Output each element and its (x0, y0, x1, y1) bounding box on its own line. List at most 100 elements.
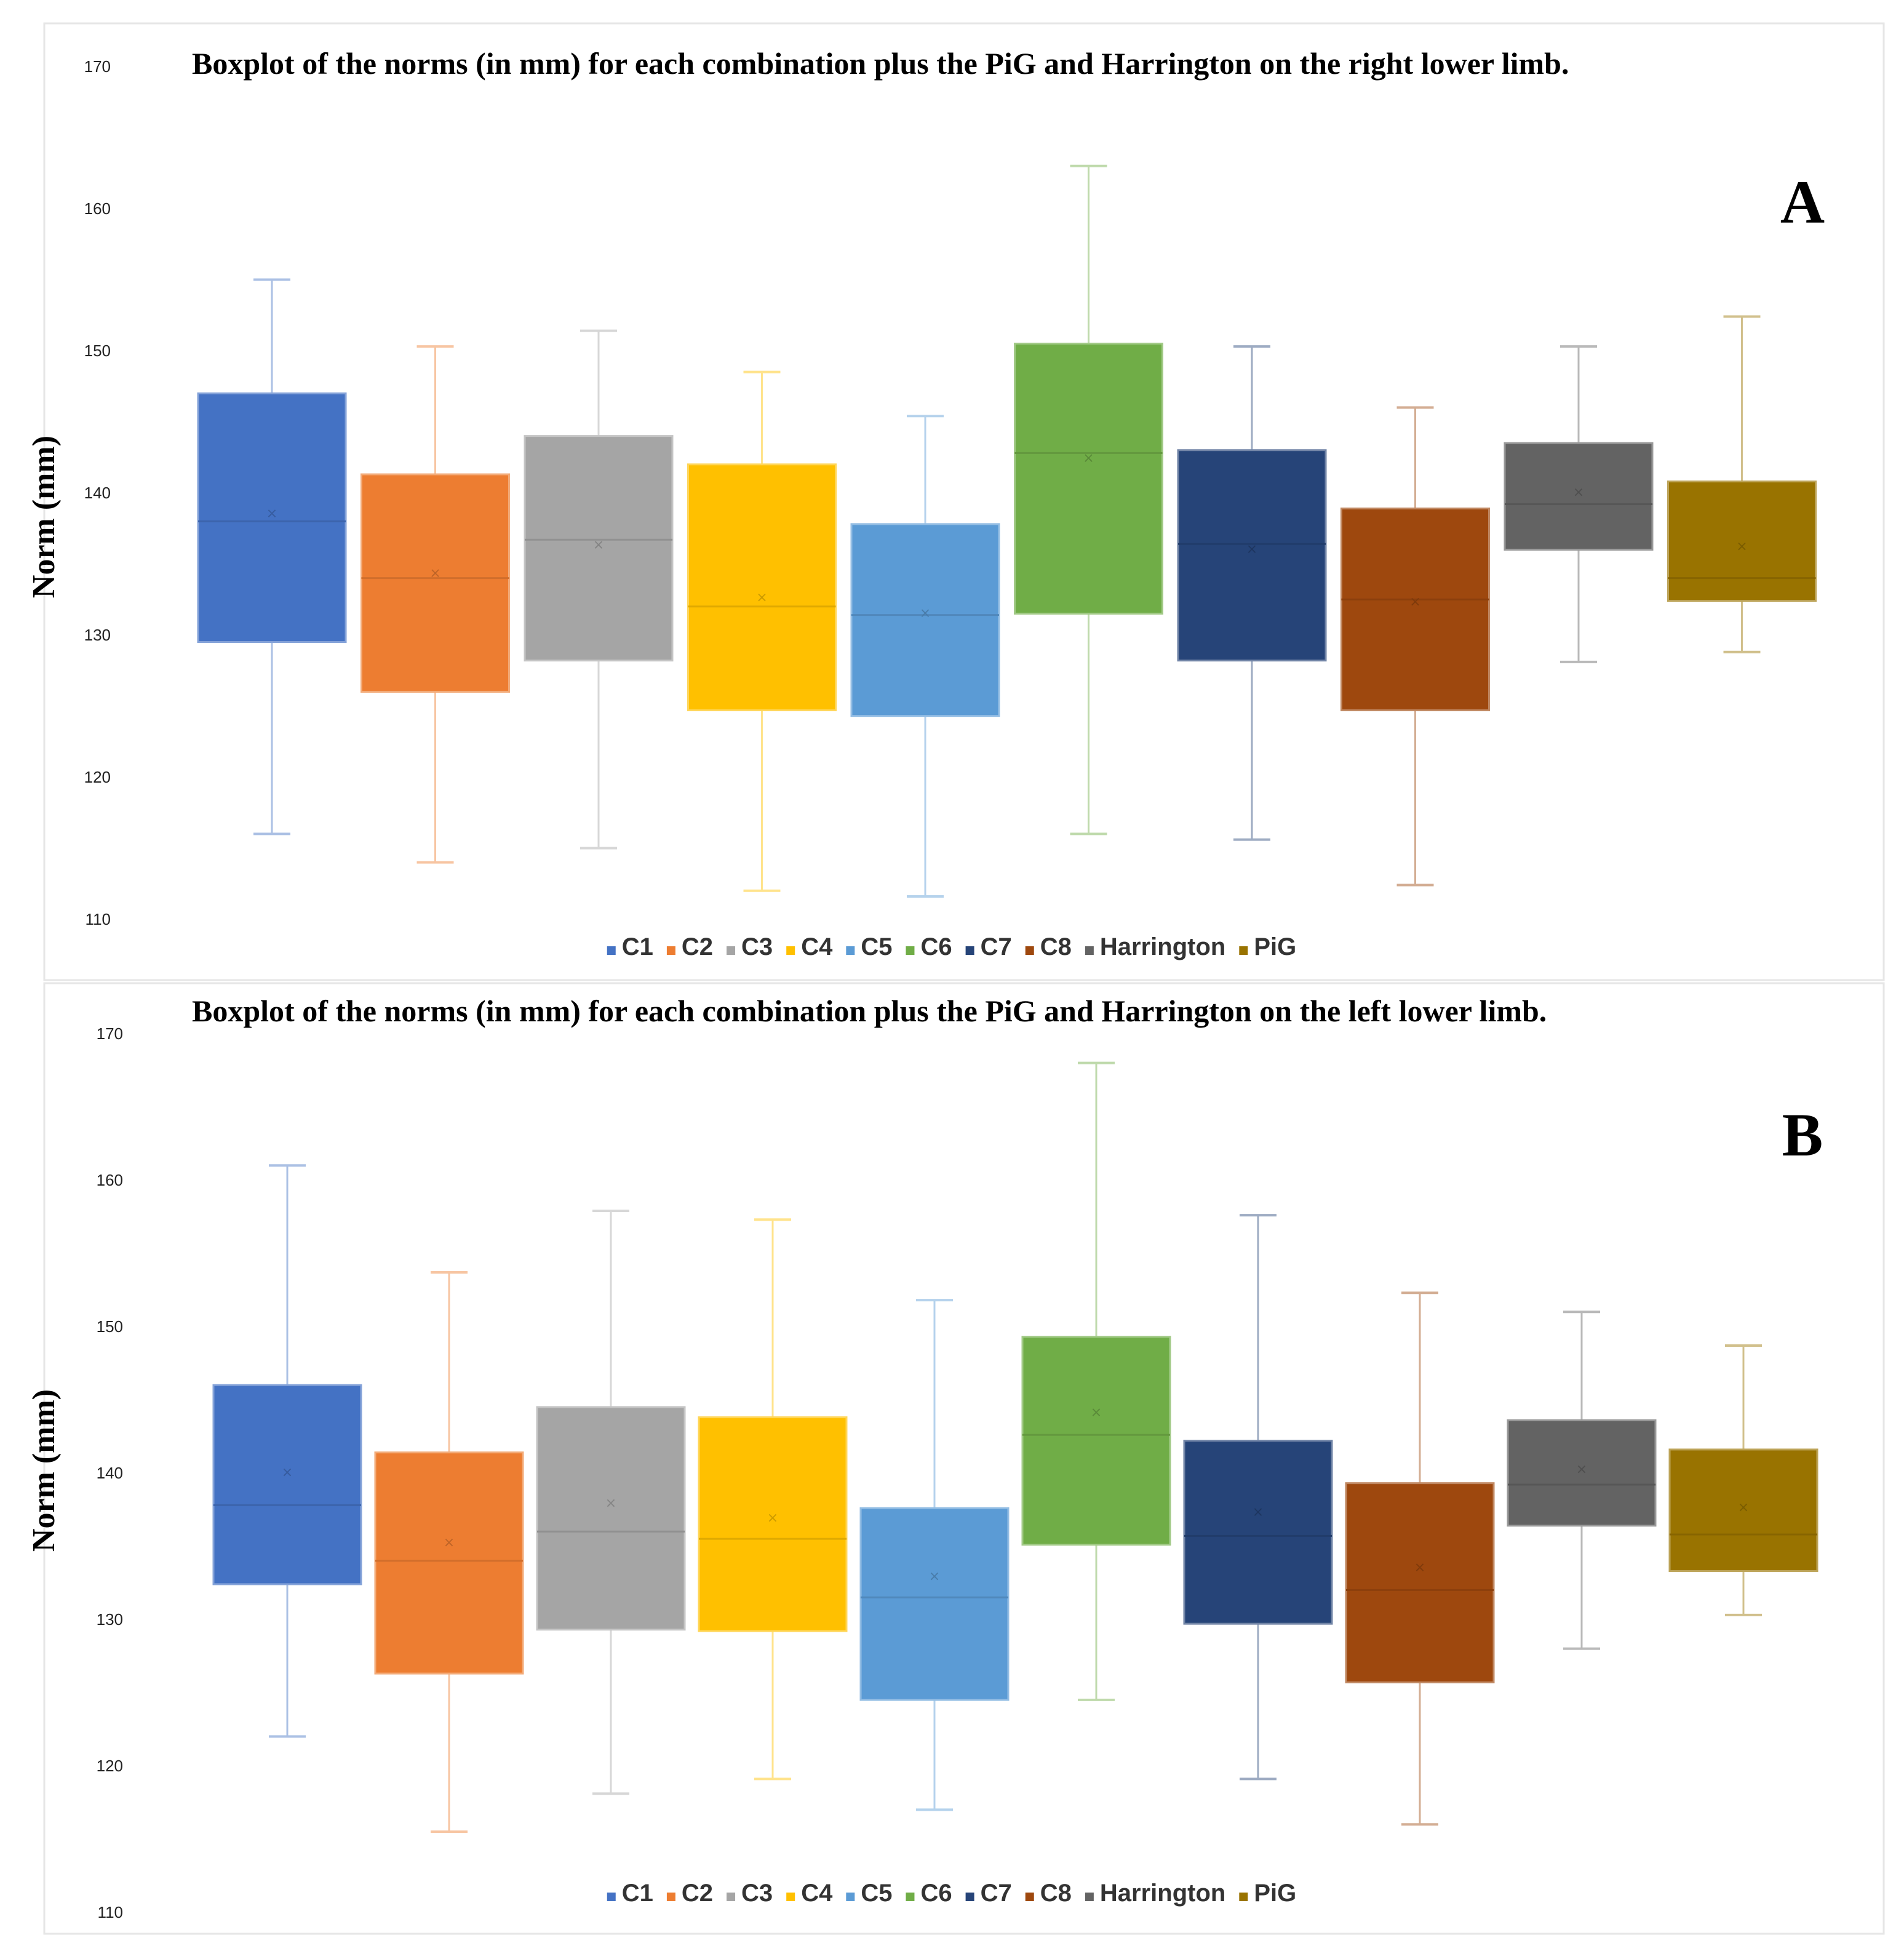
iqr-box (360, 473, 510, 693)
iqr-box (374, 1451, 524, 1675)
mean-marker: × (605, 1496, 616, 1511)
legend-label: C1 (622, 1880, 653, 1907)
mean-marker: × (920, 605, 931, 621)
boxplot-c5: × (850, 415, 1000, 898)
y-tick-label: 150 (84, 341, 111, 360)
legend-swatch (1239, 946, 1248, 955)
legend-swatch (666, 946, 675, 955)
y-axis-ticks: 110 120 130 140 150 160 170 (97, 1024, 123, 1921)
y-tick-label: 130 (97, 1610, 123, 1629)
boxplot-c1: × (212, 1164, 362, 1738)
legend-label: Harrington (1100, 933, 1225, 960)
y-tick-label: 110 (98, 1903, 123, 1921)
iqr-box (850, 523, 1000, 717)
panel-label: A (1780, 168, 1825, 236)
legend-swatch (1085, 1893, 1094, 1901)
boxplot-c1: × (197, 278, 347, 836)
y-axis-ticks: 110 120 130 140 150 160 170 (84, 57, 111, 928)
legend-swatch (965, 946, 974, 955)
iqr-box (1668, 1448, 1818, 1572)
iqr-box (1177, 449, 1327, 662)
legend-swatch (1025, 946, 1034, 955)
legend-label: C6 (920, 933, 952, 960)
iqr-box (524, 435, 674, 662)
mean-marker: × (444, 1535, 455, 1550)
y-tick-label: 160 (97, 1171, 123, 1189)
legend-swatch (786, 1893, 795, 1901)
legend-label: C3 (741, 1880, 773, 1907)
y-tick-label: 140 (84, 484, 111, 502)
legend-item-c6: C6 (906, 1880, 952, 1907)
legend-swatch (906, 946, 915, 955)
y-axis-label: Norm (mm) (26, 436, 62, 598)
y-tick-label: 160 (84, 199, 111, 218)
boxplot-c7: × (1177, 345, 1327, 841)
legend-swatch (607, 1893, 616, 1901)
legend-item-c8: C8 (1025, 1880, 1072, 1907)
iqr-box (1667, 481, 1817, 602)
legend-item-c7: C7 (965, 1880, 1012, 1907)
legend-swatch (666, 1893, 675, 1901)
legend-item-c4: C4 (786, 933, 833, 960)
iqr-box (1340, 507, 1490, 711)
panel-b-frame (43, 982, 1885, 1935)
boxplot-c8: × (1340, 406, 1490, 887)
legend-label: C8 (1040, 1880, 1072, 1907)
legend-item-c3: C3 (727, 1880, 773, 1907)
panel-a: Boxplot of the norms (in mm) for each co… (26, 22, 1885, 981)
legend-item-pig: PiG (1239, 933, 1296, 960)
iqr-box (1504, 442, 1654, 551)
boxplots: × × × × × × × × × × (212, 1061, 1818, 1833)
chart-title: Boxplot of the norms (in mm) for each co… (192, 46, 1569, 81)
y-tick-label: 140 (97, 1464, 123, 1482)
legend-swatch (727, 1893, 736, 1901)
legend-label: C7 (981, 933, 1012, 960)
legend-swatch (786, 946, 795, 955)
legend-label: C7 (981, 1880, 1012, 1907)
iqr-box (1183, 1440, 1333, 1625)
legend-swatch (1025, 1893, 1034, 1901)
legend-swatch (1239, 1893, 1248, 1901)
legend-swatch (607, 946, 616, 955)
y-tick-label: 150 (97, 1317, 123, 1336)
mean-marker: × (429, 566, 440, 581)
legend-item-c7: C7 (965, 933, 1012, 960)
legend-label: C5 (861, 933, 892, 960)
y-tick-label: 120 (97, 1757, 123, 1775)
mean-marker: × (1414, 1560, 1425, 1576)
legend: C1 C2 C3 C4 C5 C6 C7 C8 Harrington PiG (607, 933, 1296, 960)
legend-swatch (906, 1893, 915, 1901)
boxplot-c2: × (374, 1271, 524, 1833)
legend-label: C4 (801, 933, 833, 960)
legend-item-c8: C8 (1025, 933, 1072, 960)
legend-swatch (846, 946, 855, 955)
legend-item-c1: C1 (607, 933, 653, 960)
mean-marker: × (756, 590, 767, 605)
panel-label: B (1782, 1101, 1823, 1169)
legend-item-harrington: Harrington (1085, 933, 1225, 960)
boxplot-c4: × (698, 1218, 848, 1781)
legend-item-c6: C6 (906, 933, 952, 960)
mean-marker: × (1736, 539, 1747, 554)
mean-marker: × (767, 1510, 778, 1526)
iqr-box (1345, 1482, 1495, 1683)
iqr-box (212, 1384, 362, 1586)
legend-label: PiG (1254, 933, 1296, 960)
legend-label: C1 (622, 933, 653, 960)
mean-marker: × (1409, 594, 1420, 610)
legend-label: C8 (1040, 933, 1072, 960)
legend-item-pig: PiG (1239, 1880, 1296, 1907)
iqr-box (1014, 342, 1163, 615)
boxplot-c8: × (1345, 1291, 1495, 1826)
iqr-box (1507, 1419, 1657, 1527)
boxplot-c6: × (1014, 164, 1163, 836)
legend-label: C3 (741, 933, 773, 960)
boxplot-c5: × (859, 1299, 1010, 1811)
legend-item-c4: C4 (786, 1880, 833, 1907)
iqr-box (197, 392, 347, 644)
y-tick-label: 110 (86, 910, 111, 928)
boxplot-c3: × (524, 329, 674, 850)
legend-label: C5 (861, 1880, 892, 1907)
boxplot-c3: × (536, 1209, 686, 1795)
